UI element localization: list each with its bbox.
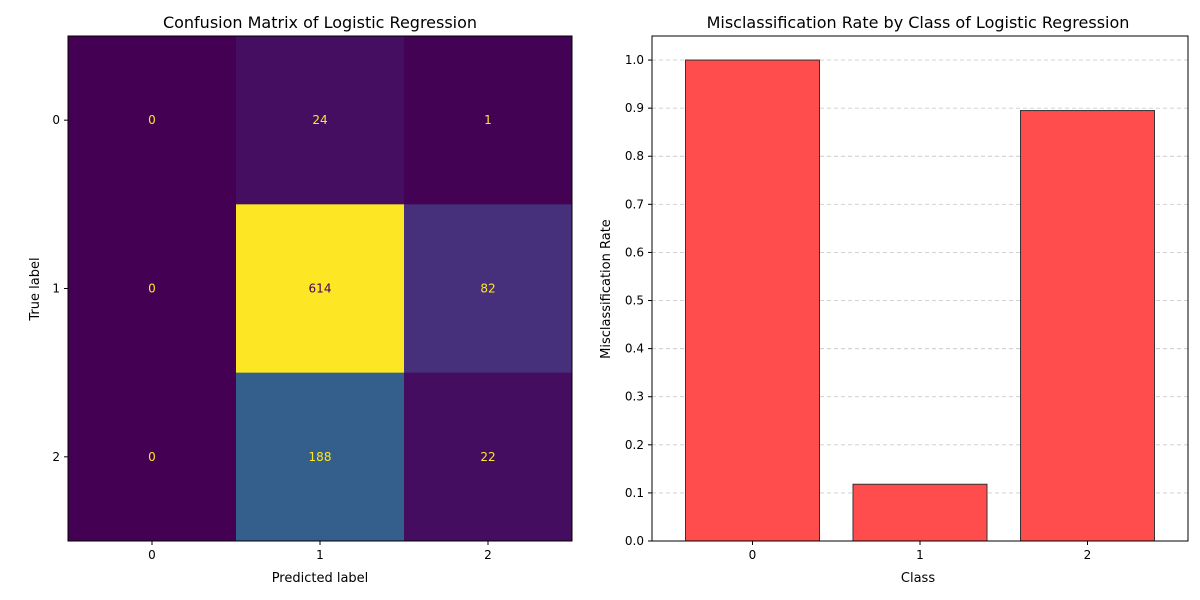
x-tick-label: 2 [484, 548, 492, 562]
cell-value-label: 0 [148, 450, 156, 464]
x-tick-label: 0 [148, 548, 156, 562]
cell-value-label: 1 [484, 113, 492, 127]
cm-frame [67, 35, 573, 542]
heatmap-cell [236, 204, 405, 374]
y-tick-label: 2 [52, 450, 60, 464]
y-tick-label: 0.3 [625, 390, 644, 404]
y-tick-label: 1.0 [625, 53, 644, 67]
heatmap-cell [404, 372, 573, 542]
y-tick-label: 0.2 [625, 438, 644, 452]
bar [1020, 110, 1155, 542]
cell-value-label: 24 [312, 113, 327, 127]
heatmap-cell [236, 372, 405, 542]
bar [852, 483, 988, 542]
y-tick-label: 0.6 [625, 245, 644, 259]
cm-ylabel: True label [28, 257, 43, 321]
heatmap-cell [404, 36, 573, 205]
y-tick-label: 0.8 [625, 149, 644, 163]
heatmap-cell [68, 372, 237, 542]
heatmap-cell [68, 204, 237, 374]
misclassification-bar-chart: Misclassification Rate by Class of Logis… [599, 13, 1189, 586]
bar-frame [651, 35, 1189, 542]
y-tick-label: 1 [52, 282, 60, 296]
bar-xlabel: Class [901, 571, 935, 586]
cell-value-label: 0 [148, 282, 156, 296]
bar-y-ticks: 0.0 0.1 0.2 0.3 0.4 0.5 0.6 0.7 0.8 0.9 1.0 [625, 53, 652, 548]
x-tick-label: 2 [1084, 548, 1092, 562]
heatmap-cell [236, 36, 405, 205]
cell-value-label: 22 [480, 450, 495, 464]
cm-cells: 0 24 1 0 614 82 0 188 22 [68, 36, 573, 542]
x-tick-label: 1 [916, 548, 924, 562]
cell-value-label: 82 [480, 282, 495, 296]
y-tick-label: 0.1 [625, 486, 644, 500]
cell-value-label: 614 [309, 282, 332, 296]
x-tick-label: 0 [749, 548, 757, 562]
bar-series [685, 59, 1155, 542]
y-tick-label: 0.0 [625, 534, 644, 548]
cm-y-ticks: 0 1 2 [52, 113, 68, 464]
cell-value-label: 0 [148, 113, 156, 127]
y-tick-label: 0 [52, 113, 60, 127]
cm-title: Confusion Matrix of Logistic Regression [163, 13, 477, 32]
confusion-matrix-chart: Confusion Matrix of Logistic Regression … [28, 13, 573, 586]
cm-xlabel: Predicted label [272, 571, 369, 586]
x-tick-label: 1 [316, 548, 324, 562]
y-tick-label: 0.9 [625, 101, 644, 115]
y-tick-label: 0.7 [625, 197, 644, 211]
cell-value-label: 188 [309, 450, 332, 464]
heatmap-cell [68, 36, 237, 205]
y-tick-label: 0.5 [625, 294, 644, 308]
bar [685, 59, 820, 542]
heatmap-cell [404, 204, 573, 374]
cm-x-ticks: 0 1 2 [148, 541, 492, 562]
y-tick-label: 0.4 [625, 342, 644, 356]
bar-title: Misclassification Rate by Class of Logis… [707, 13, 1130, 32]
bar-x-ticks: 0 1 2 [749, 541, 1092, 562]
bar-ylabel: Misclassification Rate [599, 219, 614, 359]
